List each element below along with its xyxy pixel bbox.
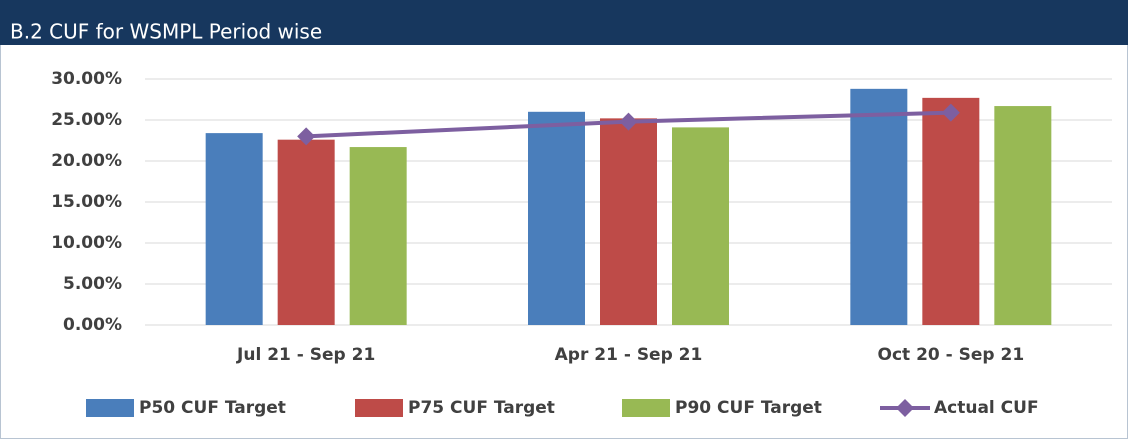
bar bbox=[205, 133, 263, 325]
y-tick-label: 5.00% bbox=[63, 274, 122, 294]
marker bbox=[941, 103, 960, 122]
legend-swatch bbox=[896, 399, 914, 417]
legend-swatch bbox=[622, 399, 670, 417]
marker bbox=[297, 127, 316, 146]
y-tick-label: 30.00% bbox=[51, 69, 122, 89]
legend-swatch bbox=[355, 399, 403, 417]
bar bbox=[600, 118, 657, 325]
x-tick-label: Jul 21 - Sep 21 bbox=[236, 345, 375, 365]
bar bbox=[850, 88, 908, 325]
x-tick-label: Apr 21 - Sep 21 bbox=[555, 345, 703, 365]
legend-label: P75 CUF Target bbox=[408, 398, 555, 418]
legend-label: P90 CUF Target bbox=[675, 398, 822, 418]
title-bar bbox=[0, 0, 1128, 45]
bar bbox=[994, 106, 1052, 325]
bar bbox=[349, 147, 407, 325]
legend-swatch bbox=[86, 399, 134, 417]
legend-label: Actual CUF bbox=[934, 398, 1039, 418]
chart-title: B.2 CUF for WSMPL Period wise bbox=[10, 20, 322, 44]
bar bbox=[922, 97, 980, 325]
y-tick-label: 10.00% bbox=[51, 233, 122, 253]
x-tick-label: Oct 20 - Sep 21 bbox=[878, 345, 1025, 365]
bar bbox=[672, 127, 729, 325]
y-tick-label: 25.00% bbox=[51, 110, 122, 130]
bar bbox=[528, 111, 585, 325]
y-tick-label: 0.00% bbox=[63, 315, 122, 335]
legend-label: P50 CUF Target bbox=[139, 398, 286, 418]
bar bbox=[277, 139, 335, 325]
y-tick-label: 15.00% bbox=[51, 192, 122, 212]
y-tick-label: 20.00% bbox=[51, 151, 122, 171]
marker bbox=[619, 112, 638, 131]
